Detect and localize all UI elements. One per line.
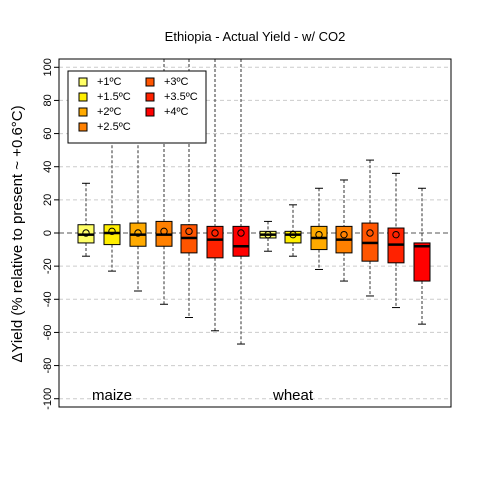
y-tick-label: 100 xyxy=(42,58,54,76)
box-wheat-6 xyxy=(413,187,431,325)
chart-title: Ethiopia - Actual Yield - w/ CO2 xyxy=(165,29,346,44)
box-maize-6 xyxy=(232,58,250,345)
category-label-maize: maize xyxy=(92,387,132,404)
legend-label: +2.5ºC xyxy=(97,121,131,133)
mean-marker xyxy=(108,227,116,236)
legend: +1ºC +1.5ºC +2ºC +2.5ºC +3ºC +3.5ºC +4ºC xyxy=(67,70,207,144)
category-labels: maize wheat xyxy=(92,387,314,404)
mean-marker xyxy=(160,227,168,236)
mean-marker xyxy=(340,230,348,239)
legend-item: +2.5ºC xyxy=(78,121,131,133)
y-tick-label: -80 xyxy=(42,358,54,374)
box-wheat-4 xyxy=(361,159,379,297)
box-maize-5 xyxy=(206,58,224,332)
box-maize-0 xyxy=(77,182,95,257)
legend-label: +4ºC xyxy=(164,106,189,118)
iqr-box xyxy=(413,242,431,282)
legend-label: +2ºC xyxy=(97,106,122,118)
y-tick-label: -20 xyxy=(42,258,54,274)
boxes xyxy=(77,58,431,345)
y-tick-label: -40 xyxy=(42,291,54,307)
mean-marker xyxy=(185,227,193,236)
legend-swatch xyxy=(78,107,88,117)
iqr-box xyxy=(284,230,302,244)
legend-item: +1.5ºC xyxy=(78,91,131,103)
y-tick-label: 60 xyxy=(42,127,54,139)
iqr-box xyxy=(232,225,250,257)
legend-label: +1ºC xyxy=(97,76,122,88)
mean-marker xyxy=(366,229,374,237)
legend-swatch xyxy=(145,107,155,117)
legend-item: +2ºC xyxy=(78,106,122,118)
box-wheat-0 xyxy=(259,220,277,252)
y-tick-label: -60 xyxy=(42,324,54,340)
legend-swatch xyxy=(78,122,88,132)
mean-marker xyxy=(264,230,272,239)
category-label-wheat: wheat xyxy=(272,387,314,404)
legend-frame xyxy=(67,70,207,144)
mean-marker xyxy=(392,230,400,239)
legend-swatch xyxy=(145,92,155,102)
box-wheat-1 xyxy=(284,204,302,257)
mean-marker xyxy=(134,229,142,237)
mean-marker xyxy=(315,230,323,239)
box-wheat-2 xyxy=(310,187,328,270)
mean-marker xyxy=(289,230,297,239)
legend-swatch xyxy=(78,92,88,102)
legend-swatch xyxy=(145,77,155,87)
legend-label: +3.5ºC xyxy=(164,91,198,103)
y-tick-label: -100 xyxy=(42,388,54,410)
legend-item: +3.5ºC xyxy=(145,91,198,103)
legend-label: +3ºC xyxy=(164,76,189,88)
box-wheat-5 xyxy=(387,172,405,309)
mean-marker xyxy=(237,229,245,237)
y-tick-label: 20 xyxy=(42,194,54,206)
legend-item: +3ºC xyxy=(145,76,189,88)
y-tick-label: 80 xyxy=(42,94,54,106)
y-axis-label: ΔYield (% relative to present ~ +0.6°C) xyxy=(9,105,26,362)
box-wheat-3 xyxy=(335,179,353,282)
legend-swatch xyxy=(78,77,88,87)
legend-item: +1ºC xyxy=(78,76,122,88)
mean-marker xyxy=(82,229,90,237)
legend-label: +1.5ºC xyxy=(97,91,131,103)
y-tick-label: 0 xyxy=(42,230,54,236)
y-tick-label: 40 xyxy=(42,161,54,173)
legend-item: +4ºC xyxy=(145,106,189,118)
mean-marker xyxy=(211,229,219,237)
iqr-box xyxy=(206,225,224,259)
box-maize-1 xyxy=(103,124,121,272)
y-axis: -100 -80 -60 -40 -20 0 20 40 60 80 100 xyxy=(42,58,59,410)
